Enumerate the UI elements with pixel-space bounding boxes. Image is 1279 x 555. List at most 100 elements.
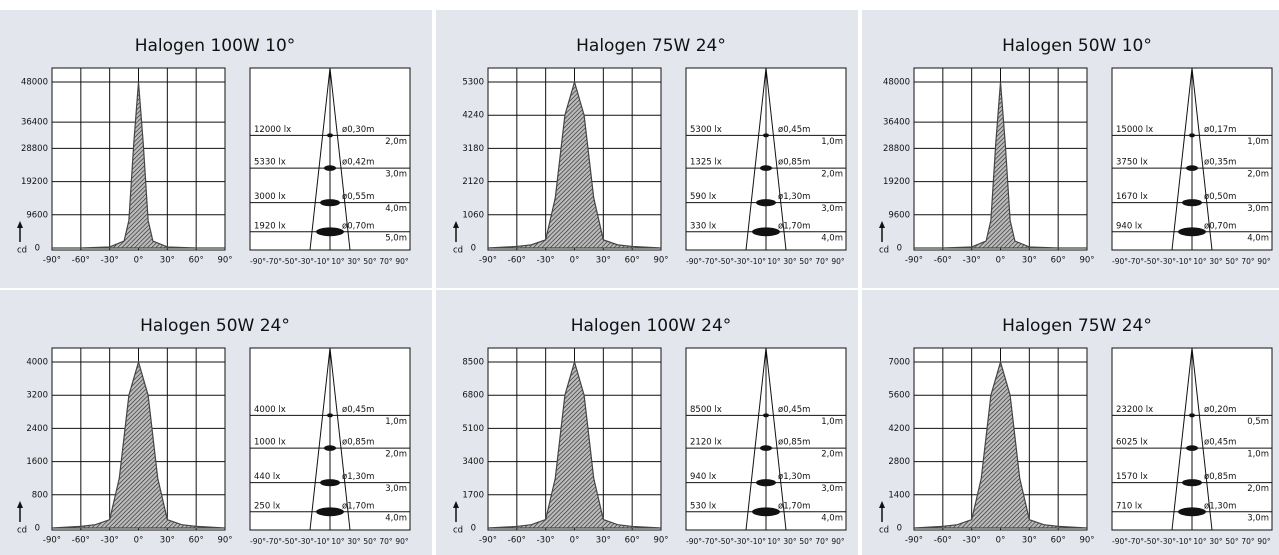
light-spot: [1186, 445, 1198, 451]
distance-label: 3,0m: [1247, 204, 1269, 214]
lux-label: 5330 lx: [254, 158, 286, 168]
lux-label: 6025 lx: [1116, 438, 1148, 448]
diameter-label: ø0,45m: [1204, 438, 1236, 448]
y-tick-label: 6800: [462, 391, 484, 401]
light-spot: [327, 413, 333, 418]
diameter-label: ø0,45m: [778, 125, 810, 135]
x-tick-label: -90°: [43, 256, 61, 266]
distance-label: 2,0m: [385, 450, 407, 460]
cone-edge: [745, 67, 767, 251]
x-tick-label: -60°: [508, 536, 526, 546]
cone-tick-label: 50°: [363, 537, 377, 546]
light-spot: [756, 199, 776, 207]
light-spot: [316, 507, 344, 517]
cone-tick-label: 70°: [815, 257, 829, 266]
cone-tick-label: -50°: [718, 257, 734, 266]
x-tick-label: 0°: [570, 256, 580, 266]
distance-label: 3,0m: [1247, 513, 1269, 523]
light-spot: [1186, 165, 1198, 171]
cone-edge: [1171, 67, 1193, 251]
cone-tick-label: -70°: [1128, 537, 1144, 546]
y-tick-label: 1600: [26, 457, 48, 467]
cone-tick-label: -90°: [1112, 537, 1128, 546]
y-tick-label: 5300: [462, 78, 484, 88]
y-tick-label: 19200: [883, 177, 910, 187]
x-tick-label: -60°: [72, 536, 90, 546]
light-spot: [320, 479, 340, 487]
chart-title: Halogen 75W 24°: [1002, 316, 1152, 336]
cone-tick-label: 30°: [1209, 537, 1223, 546]
x-tick-label: 30°: [596, 256, 611, 266]
cone-edge: [1191, 67, 1213, 251]
lux-label: 1920 lx: [254, 221, 286, 231]
cone-tick-label: -90°: [686, 537, 702, 546]
cone-tick-label: 70°: [379, 257, 393, 266]
cone-edge: [1191, 347, 1213, 531]
x-tick-label: -90°: [479, 256, 497, 266]
intensity-curve: [914, 81, 1087, 249]
cone-tick-label: 10°: [1193, 257, 1207, 266]
y-axis-arrowhead: [453, 221, 459, 228]
lux-label: 23200 lx: [1116, 405, 1153, 415]
cone-tick-label: 50°: [363, 257, 377, 266]
light-spot: [1189, 413, 1195, 418]
cone-tick-label: -10°: [1176, 537, 1192, 546]
y-tick-label: 2400: [26, 424, 48, 434]
x-tick-label: -30°: [537, 536, 555, 546]
cone-tick-label: -90°: [250, 537, 266, 546]
distance-label: 1,0m: [1247, 450, 1269, 460]
x-tick-label: 30°: [1022, 536, 1037, 546]
y-tick-label: 0: [35, 524, 40, 534]
y-tick-label: 48000: [21, 78, 48, 88]
x-tick-label: 60°: [625, 536, 640, 546]
cone-tick-label: 50°: [1225, 257, 1239, 266]
intensity-curve: [913, 359, 1088, 529]
cone-tick-label: 50°: [1225, 537, 1239, 546]
x-tick-label: 60°: [189, 256, 204, 266]
cone-tick-label: 90°: [831, 257, 845, 266]
x-tick-label: 90°: [217, 536, 232, 546]
lux-label: 330 lx: [690, 221, 716, 231]
cone-tick-label: -70°: [1128, 257, 1144, 266]
lux-label: 250 lx: [254, 501, 280, 511]
y-axis-arrowhead: [879, 221, 885, 228]
cone-tick-label: 50°: [799, 537, 813, 546]
diameter-label: ø0,70m: [342, 221, 374, 231]
cone-tick-label: 70°: [1241, 257, 1255, 266]
light-spot: [760, 445, 772, 451]
cone-tick-label: -50°: [1144, 257, 1160, 266]
x-tick-label: -30°: [963, 256, 981, 266]
cone-tick-label: 70°: [815, 537, 829, 546]
intensity-curve: [487, 359, 662, 529]
distance-label: 3,0m: [821, 204, 843, 214]
cone-tick-label: -50°: [282, 257, 298, 266]
distance-label: 1,0m: [385, 417, 407, 427]
intensity-curve: [51, 359, 226, 529]
light-spot: [1182, 199, 1202, 207]
light-spot: [324, 165, 336, 171]
cone-tick-label: 90°: [1257, 257, 1271, 266]
x-tick-label: -60°: [934, 256, 952, 266]
x-tick-label: 90°: [1079, 536, 1094, 546]
distance-label: 2,0m: [1247, 170, 1269, 180]
x-tick-label: 30°: [596, 536, 611, 546]
y-tick-label: 0: [471, 244, 476, 254]
y-tick-label: 1700: [462, 490, 484, 500]
y-tick-label: 1060: [462, 210, 484, 220]
cone-tick-label: 10°: [331, 537, 345, 546]
y-tick-label: 0: [471, 524, 476, 534]
x-tick-label: -90°: [905, 536, 923, 546]
light-spot: [1178, 227, 1206, 237]
cone-tick-label: -30°: [1160, 257, 1176, 266]
cone-tick-label: -30°: [298, 537, 314, 546]
cone-tick-label: 10°: [767, 537, 781, 546]
cone-tick-label: -50°: [1144, 537, 1160, 546]
y-axis-label: cd: [453, 526, 463, 536]
diameter-label: ø0,85m: [342, 438, 374, 448]
x-tick-label: -60°: [72, 256, 90, 266]
y-axis-label: cd: [453, 246, 463, 256]
lux-label: 5300 lx: [690, 125, 722, 135]
cone-tick-label: 50°: [799, 257, 813, 266]
light-spot: [756, 479, 776, 487]
x-tick-label: -30°: [101, 536, 119, 546]
